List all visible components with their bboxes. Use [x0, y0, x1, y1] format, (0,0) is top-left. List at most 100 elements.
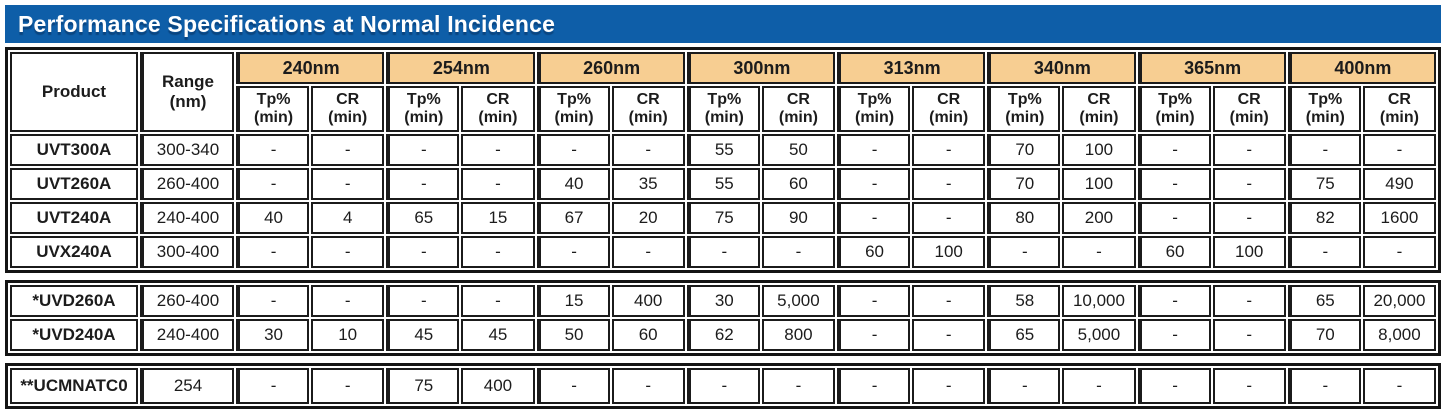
header-line: CR	[937, 91, 961, 109]
range-cell: 260-400	[140, 168, 234, 200]
value-cell: -	[912, 168, 986, 200]
range-cell: 240-400	[140, 202, 234, 234]
header-line: CR	[1387, 91, 1411, 109]
value-cell: -	[1062, 368, 1136, 404]
value-cell: 15	[536, 285, 610, 317]
tp-min-header: Tp% (min)	[987, 86, 1061, 132]
header-line: Tp%	[707, 91, 742, 109]
value-cell: -	[386, 168, 460, 200]
wavelength-header: 260nm	[536, 52, 685, 84]
value-cell: 75	[1287, 168, 1361, 200]
cr-min-header: CR (min)	[1362, 86, 1436, 132]
value-cell: -	[461, 168, 535, 200]
range-cell: 300-400	[140, 236, 234, 268]
value-cell: 75	[686, 202, 760, 234]
value-cell: 5,000	[1062, 319, 1136, 351]
cr-min-header: CR (min)	[1062, 86, 1136, 132]
tp-min-header: Tp% (min)	[386, 86, 460, 132]
range-cell: 254	[140, 368, 234, 404]
value-cell: -	[837, 368, 911, 404]
wavelength-header: 340nm	[987, 52, 1136, 84]
product-cell: UVT240A	[10, 202, 138, 234]
header-line: Tp%	[857, 91, 892, 109]
value-cell: 82	[1287, 202, 1361, 234]
table-row: **UCMNATC0 254- -75 400- - - - - - - - - - - -	[10, 368, 1436, 404]
value-cell: -	[236, 236, 310, 268]
header-line: (min)	[404, 109, 444, 126]
value-cell: -	[461, 236, 535, 268]
header-line: (min)	[1155, 109, 1195, 126]
value-cell: 100	[1212, 236, 1286, 268]
value-cell: -	[1212, 168, 1286, 200]
value-cell: -	[912, 285, 986, 317]
product-cell: *UVD240A	[10, 319, 138, 351]
header-line: CR	[636, 91, 660, 109]
table-row: UVT300A 300-340- - - - - -55 50- -70 100- - - -	[10, 134, 1436, 166]
value-cell: 4	[311, 202, 385, 234]
value-cell: -	[236, 368, 310, 404]
value-cell: -	[1212, 202, 1286, 234]
value-cell: -	[311, 168, 385, 200]
header-line: CR	[1087, 91, 1111, 109]
value-cell: -	[311, 236, 385, 268]
value-cell: -	[1137, 368, 1211, 404]
value-cell: -	[912, 202, 986, 234]
value-cell: -	[536, 134, 610, 166]
value-cell: -	[837, 319, 911, 351]
value-cell: 90	[761, 202, 835, 234]
value-cell: -	[311, 368, 385, 404]
value-cell: 45	[461, 319, 535, 351]
spec-table-uvd: *UVD260A 260-400- - - -15 400 30 5,000- -58 10,00…	[5, 280, 1441, 356]
wavelength-header: 240nm	[236, 52, 385, 84]
value-cell: -	[912, 319, 986, 351]
value-cell: 60	[761, 168, 835, 200]
value-cell: -	[837, 168, 911, 200]
table-row: UVX240A 300-400- - - - - - - -60 100- -60 100- -	[10, 236, 1436, 268]
header-line: (min)	[328, 109, 368, 126]
value-cell: -	[1362, 134, 1436, 166]
product-cell: *UVD260A	[10, 285, 138, 317]
tp-min-header: Tp% (min)	[686, 86, 760, 132]
header-line: (min)	[929, 109, 969, 126]
value-cell: 60	[1137, 236, 1211, 268]
value-cell: 30	[686, 285, 760, 317]
value-cell: 55	[686, 134, 760, 166]
value-cell: 75	[386, 368, 460, 404]
value-cell: -	[686, 368, 760, 404]
value-cell: -	[1212, 134, 1286, 166]
value-cell: 50	[536, 319, 610, 351]
header-line: (min)	[1379, 109, 1419, 126]
value-cell: -	[236, 285, 310, 317]
value-cell: 10,000	[1062, 285, 1136, 317]
cr-min-header: CR (min)	[912, 86, 986, 132]
spec-table-main: Product Range (nm) 240nm 254nm 260nm 300nm 313n…	[5, 47, 1441, 273]
header-line: (min)	[778, 109, 818, 126]
header-line: (min)	[628, 109, 668, 126]
value-cell: -	[236, 168, 310, 200]
header-line: Tp%	[406, 91, 441, 109]
value-cell: 100	[1062, 168, 1136, 200]
header-line: Tp%	[557, 91, 591, 109]
value-cell: -	[611, 368, 685, 404]
value-cell: -	[912, 368, 986, 404]
value-cell: -	[761, 368, 835, 404]
table-row: *UVD260A 260-400- - - -15 400 30 5,000- -58 10,00…	[10, 285, 1436, 317]
value-cell: 55	[686, 168, 760, 200]
title-bar: Performance Specifications at Normal Inc…	[5, 5, 1441, 43]
cr-min-header: CR (min)	[1212, 86, 1286, 132]
range-cell: 260-400	[140, 285, 234, 317]
value-cell: -	[837, 202, 911, 234]
value-cell: 1600	[1362, 202, 1436, 234]
table-row: UVT240A 240-400 40 4 65 15 67 20 75 90- -80 200- -82…	[10, 202, 1436, 234]
value-cell: 35	[611, 168, 685, 200]
value-cell: -	[1212, 285, 1286, 317]
product-cell: **UCMNATC0	[10, 368, 138, 404]
value-cell: 30	[236, 319, 310, 351]
header-line: CR	[1237, 91, 1261, 109]
value-cell: 200	[1062, 202, 1136, 234]
value-cell: -	[611, 236, 685, 268]
value-cell: -	[1287, 236, 1361, 268]
value-cell: -	[1137, 134, 1211, 166]
wavelength-header: 400nm	[1287, 52, 1436, 84]
